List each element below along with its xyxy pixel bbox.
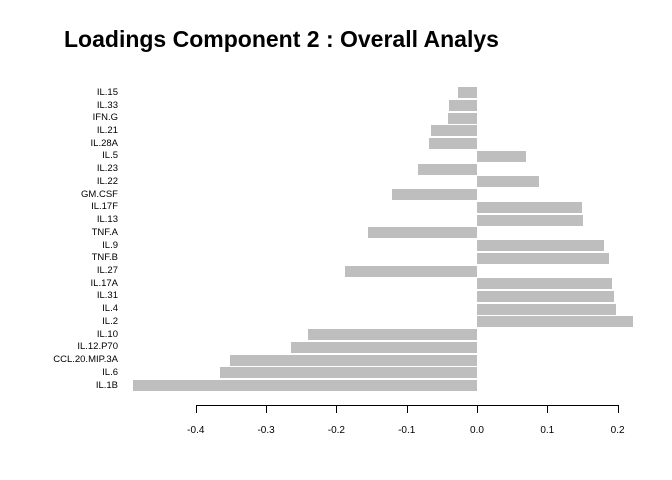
y-axis-label: IL.2 [102,315,118,327]
y-axis-label: IL.27 [96,265,118,277]
y-axis-label: IL.9 [102,239,118,251]
chart-title: Loadings Component 2 : Overall Analys [64,26,499,52]
y-axis-label: IL.31 [96,290,118,302]
bar [477,303,617,315]
bar [429,138,477,150]
y-axis-label: IL.12.P70 [77,341,118,353]
x-axis-tick [406,405,408,413]
x-axis-tick-label: 0.1 [540,424,555,436]
x-axis-tick-label: -0.4 [187,424,205,436]
y-axis-label: IFN.G [92,112,118,124]
bar [230,354,477,366]
y-axis-label: IL.23 [96,163,118,175]
bar [391,189,477,201]
x-axis-line [195,404,619,406]
y-axis-label: IL.17F [91,201,118,213]
bar [477,214,584,226]
y-axis-label: IL.1B [95,379,118,391]
bar [477,252,610,264]
x-axis-tick [477,405,478,413]
bar [477,316,634,328]
x-axis-tick [336,405,338,413]
x-axis-tick-label: 0.0 [470,424,484,436]
x-axis-tick-label: -0.2 [327,424,345,436]
y-axis-label: IL.5 [102,150,118,162]
y-axis-label: IL.10 [96,328,118,340]
y-axis-label: TNF.B [91,252,118,264]
y-axis-label: GM.CSF [81,188,118,200]
y-axis-label: IL.17A [90,277,118,289]
bar [219,367,477,379]
y-axis-label: IL.6 [102,366,118,378]
bar [477,201,583,213]
bar [133,380,477,392]
y-axis-label: CCL.20.MIP.3A [53,354,118,366]
x-axis-tick [266,405,268,413]
x-axis-tick [547,405,549,413]
x-axis-tick [617,405,619,413]
y-axis-label: IL.13 [96,214,118,226]
x-axis-tick-label: -0.3 [257,424,275,436]
x-axis-tick-label: -0.1 [398,424,416,436]
bar [477,278,612,290]
bar [477,240,604,252]
x-axis-tick [195,405,197,413]
y-axis-label: IL.33 [96,99,118,111]
y-axis-label: IL.22 [96,175,118,187]
y-axis-label: IL.15 [96,86,118,98]
bar [344,265,477,277]
y-axis-label: IL.4 [102,303,118,315]
bar [477,176,539,188]
bar [448,112,477,124]
y-axis-label: TNF.A [91,226,118,238]
bar [308,329,477,341]
bar [477,290,615,302]
x-axis-tick-label: 0.2 [610,424,625,436]
bar [290,341,477,353]
y-axis-label: IL.28A [90,137,118,149]
bar [448,100,477,112]
bar [458,87,477,99]
bar [368,227,477,239]
bar [431,125,477,137]
bar [477,150,526,162]
bar [417,163,477,175]
y-axis-label: IL.21 [96,124,118,136]
